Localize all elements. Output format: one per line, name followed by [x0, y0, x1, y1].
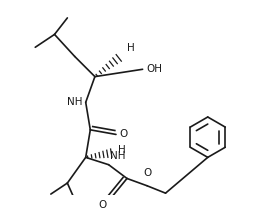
Text: H: H [118, 145, 125, 155]
Text: O: O [120, 129, 128, 139]
Text: O: O [143, 168, 151, 179]
Text: O: O [99, 200, 107, 211]
Text: NH: NH [68, 97, 83, 107]
Text: OH: OH [146, 64, 162, 74]
Text: H: H [127, 43, 135, 53]
Text: NH: NH [110, 151, 126, 161]
